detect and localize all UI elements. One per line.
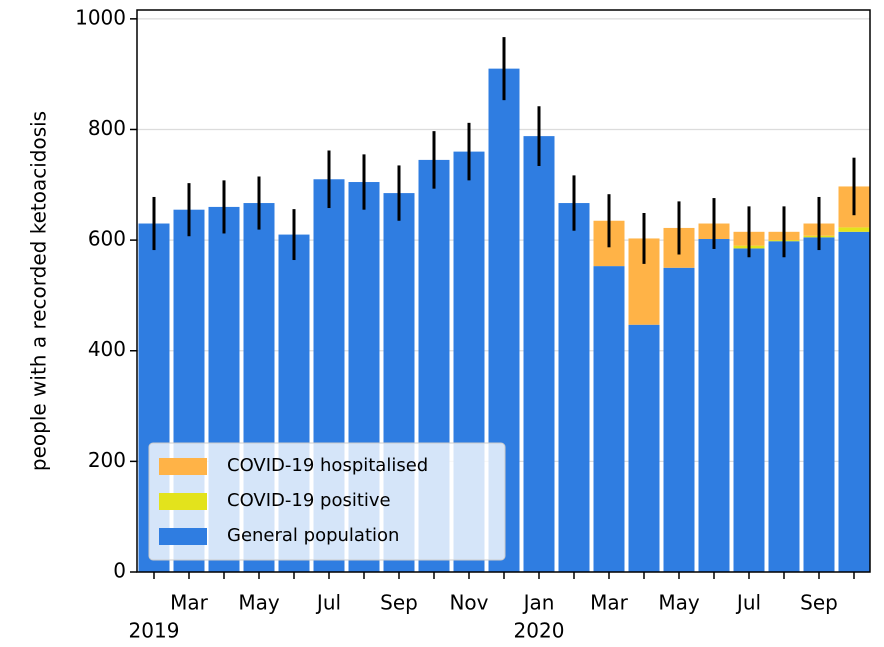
- y-tick-label: 200: [88, 448, 126, 472]
- x-tick-label: Mar: [170, 591, 209, 615]
- bar-segment: [628, 324, 660, 572]
- bar-segment: [558, 203, 590, 573]
- y-tick-label: 1000: [75, 5, 126, 29]
- bar-segment: [838, 227, 870, 232]
- legend-box: [148, 442, 506, 561]
- bar-segment: [663, 267, 695, 572]
- legend-label: General population: [227, 525, 399, 546]
- x-tick-label: Jan: [522, 591, 555, 615]
- bar-segment: [838, 231, 870, 572]
- y-axis-label: people with a recorded ketoacidosis: [27, 111, 51, 471]
- plot-frame: [136, 9, 871, 573]
- bar-segment: [593, 266, 625, 572]
- bar-segment: [803, 237, 835, 572]
- x-tick-label: Jul: [315, 591, 341, 615]
- legend-swatch: [159, 458, 207, 475]
- y-tick-label: 0: [113, 559, 126, 583]
- y-tick-label: 800: [88, 116, 126, 140]
- legend-swatch: [159, 528, 207, 545]
- bar-segment: [733, 248, 765, 573]
- x-year-label: 2020: [514, 619, 565, 643]
- x-tick-label: Nov: [449, 591, 488, 615]
- x-tick-label: Sep: [380, 591, 418, 615]
- y-tick-label: 600: [88, 227, 126, 251]
- y-tick-label: 400: [88, 337, 126, 361]
- x-tick-label: Sep: [800, 591, 838, 615]
- x-tick-label: Jul: [735, 591, 761, 615]
- legend: COVID-19 hospitalised COVID-19 positive Ge…: [148, 442, 506, 561]
- legend-swatch: [159, 493, 207, 510]
- x-tick-label: Mar: [590, 591, 629, 615]
- legend-label: COVID-19 hospitalised: [227, 455, 428, 476]
- bar-segment: [523, 136, 555, 572]
- x-year-label: 2019: [129, 619, 180, 643]
- x-tick-label: May: [238, 591, 280, 615]
- bar-segment: [768, 241, 800, 572]
- legend-label: COVID-19 positive: [227, 490, 391, 511]
- x-tick-label: May: [658, 591, 700, 615]
- bar-segment: [698, 239, 730, 572]
